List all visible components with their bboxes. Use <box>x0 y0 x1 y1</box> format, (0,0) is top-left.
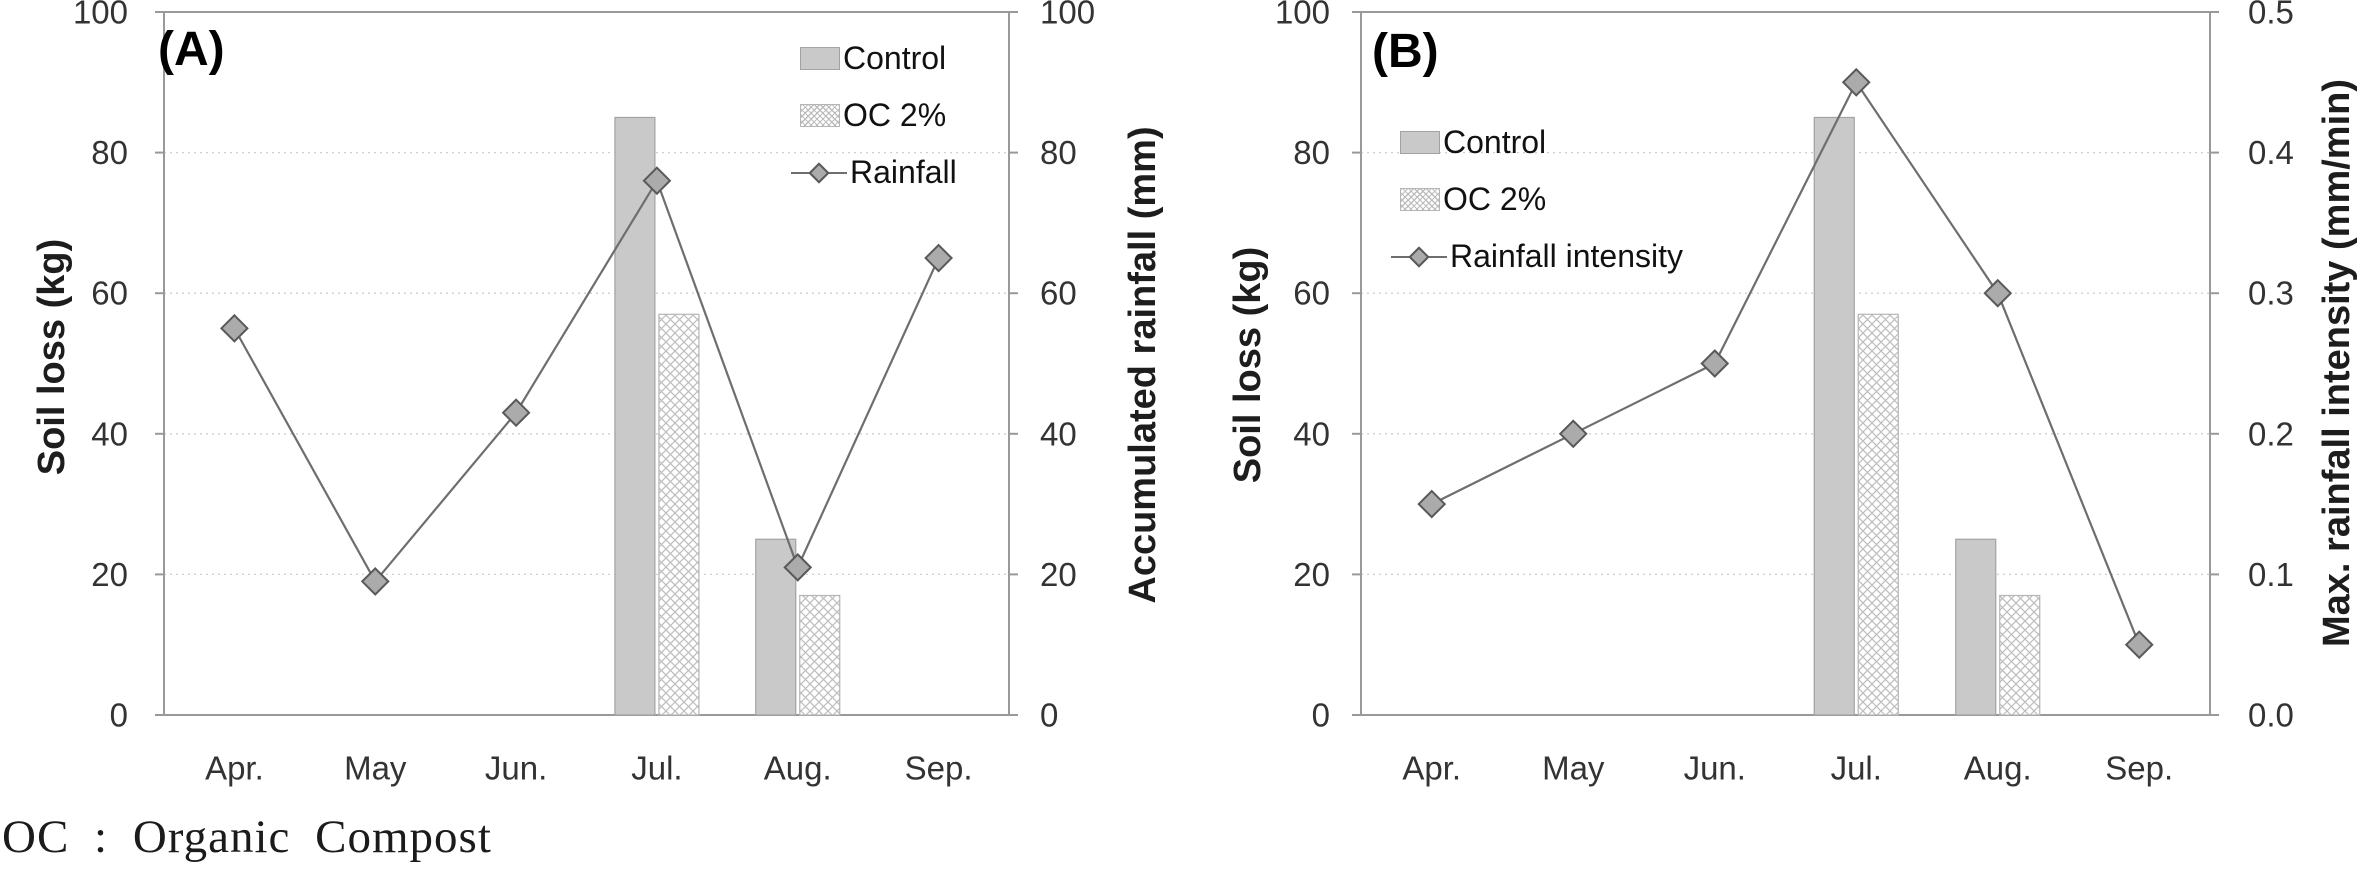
diamond-marker <box>924 243 953 273</box>
left-axis-tick-label: 80 <box>91 134 128 171</box>
diamond-marker <box>1841 67 1871 97</box>
bar-control <box>1813 116 1855 716</box>
panel-label-a: (A) <box>158 23 225 76</box>
diamond-marker <box>501 398 531 428</box>
legend-label: Rainfall intensity <box>1450 238 1683 274</box>
left-axis-title-a: Soil loss (kg) <box>31 238 73 476</box>
left-axis-tick-label: 60 <box>91 275 128 312</box>
right-axis-title-a: Accumulated rainfall (mm) <box>1122 126 1164 604</box>
bar-control <box>1955 538 1997 716</box>
left-axis-tick-label: 20 <box>91 556 128 593</box>
left-axis-tick-label: 80 <box>1293 134 1330 171</box>
x-axis-label: Jun. <box>1684 750 1746 787</box>
x-axis-label: Aug. <box>1964 750 2032 787</box>
rainfall-line <box>1431 80 2141 646</box>
legend-item: Rainfall intensity <box>1391 228 1683 285</box>
right-axis-tick-label: 20 <box>1040 556 1077 593</box>
legend-line-marker-swatch <box>1391 244 1447 270</box>
legend-solid-swatch <box>800 47 840 70</box>
x-axis-label: May <box>344 750 407 787</box>
diamond-marker <box>220 313 249 343</box>
left-axis-title-b: Soil loss (kg) <box>1227 246 1269 484</box>
bar-control <box>614 116 656 716</box>
legend-item: Control <box>1400 114 1683 171</box>
rainfall-line <box>233 178 940 584</box>
diamond-marker <box>1558 419 1588 449</box>
x-axis-label: Jun. <box>485 750 547 787</box>
right-axis-tick-label: 0 <box>1040 697 1058 734</box>
legend-label: Control <box>1443 124 1547 160</box>
right-axis-tick-label: 0.0 <box>2248 697 2294 734</box>
legend-label: OC 2% <box>843 97 947 133</box>
legend-item: Control <box>800 30 957 87</box>
footnote: OC : Organic Compost <box>2 811 492 863</box>
diamond-marker <box>360 567 390 596</box>
right-axis-tick-label: 60 <box>1040 275 1077 312</box>
x-axis-label: Apr. <box>205 750 264 787</box>
right-axis-tick-label: 0.1 <box>2248 556 2294 593</box>
plot-border <box>1360 11 2211 716</box>
right-axis-tick-label: 0.4 <box>2248 134 2294 171</box>
diamond-marker <box>642 166 672 196</box>
right-axis-tick-label: 0.2 <box>2248 415 2294 452</box>
x-axis-label: May <box>1542 750 1605 787</box>
right-axis-tick-label: 0.3 <box>2248 275 2294 312</box>
diamond-marker <box>1417 489 1447 519</box>
left-axis-tick-label: 20 <box>1293 556 1330 593</box>
legend-item: OC 2% <box>1400 171 1683 228</box>
left-axis-tick-label: 60 <box>1293 275 1330 312</box>
left-axis-tick-label: 40 <box>91 415 128 452</box>
legend-crosshatch-swatch <box>800 104 840 127</box>
x-axis-label: Jul. <box>631 750 682 787</box>
left-axis-tick-label: 0 <box>110 697 128 734</box>
charts-canvas: 0 0 20 20 40 40 60 60 80 80 100 100 Apr. May Jun. Jul. A… <box>73 0 2294 787</box>
legend-b: Control OC 2% Rainfall intensity <box>1391 114 1683 285</box>
right-axis-tick-label: 40 <box>1040 415 1077 452</box>
legend-solid-swatch <box>1400 131 1440 154</box>
left-axis-tick-label: 100 <box>73 0 128 31</box>
legend-item: Rainfall <box>791 144 957 201</box>
left-axis-tick-label: 40 <box>1293 415 1330 452</box>
chart-a-plot: 0 0 20 20 40 40 60 60 80 80 100 100 Apr. May Jun. Jul. A… <box>73 0 1095 787</box>
bar-oc-2- <box>799 594 841 716</box>
right-axis-tick-label: 80 <box>1040 134 1077 171</box>
legend-a: Control OC 2% Rainfall <box>791 30 957 201</box>
diamond-marker <box>2124 630 2154 660</box>
left-axis-tick-label: 0 <box>1312 697 1330 734</box>
right-axis-tick-label: 0.5 <box>2248 0 2294 31</box>
legend-label: OC 2% <box>1443 181 1547 217</box>
diamond-marker <box>1983 278 2013 308</box>
bar-oc-2- <box>658 313 700 716</box>
legend-label: Control <box>843 40 947 76</box>
panel-label-b: (B) <box>1372 25 1439 78</box>
legend-label: Rainfall <box>850 154 957 190</box>
chart-b-plot: 0 0.0 20 0.1 40 0.2 60 0.3 80 0.4 100 0.5 Apr. May Jun… <box>1275 0 2294 787</box>
x-axis-label: Aug. <box>764 750 832 787</box>
right-axis-tick-label: 100 <box>1040 0 1095 31</box>
diamond-marker <box>783 552 813 582</box>
bar-oc-2- <box>1999 594 2041 716</box>
x-axis-label: Sep. <box>905 750 973 787</box>
bar-oc-2- <box>1857 313 1899 716</box>
legend-item: OC 2% <box>800 87 957 144</box>
x-axis-label: Sep. <box>2105 750 2173 787</box>
legend-crosshatch-swatch <box>1400 188 1440 211</box>
diamond-marker <box>1700 349 1730 378</box>
left-axis-tick-label: 100 <box>1275 0 1330 31</box>
right-axis-title-b: Max. rainfall intensity (mm/min) <box>2316 79 2358 647</box>
legend-line-marker-swatch <box>791 160 847 186</box>
plot-border <box>163 11 1010 716</box>
x-axis-label: Apr. <box>1402 750 1461 787</box>
x-axis-label: Jul. <box>1831 750 1882 787</box>
